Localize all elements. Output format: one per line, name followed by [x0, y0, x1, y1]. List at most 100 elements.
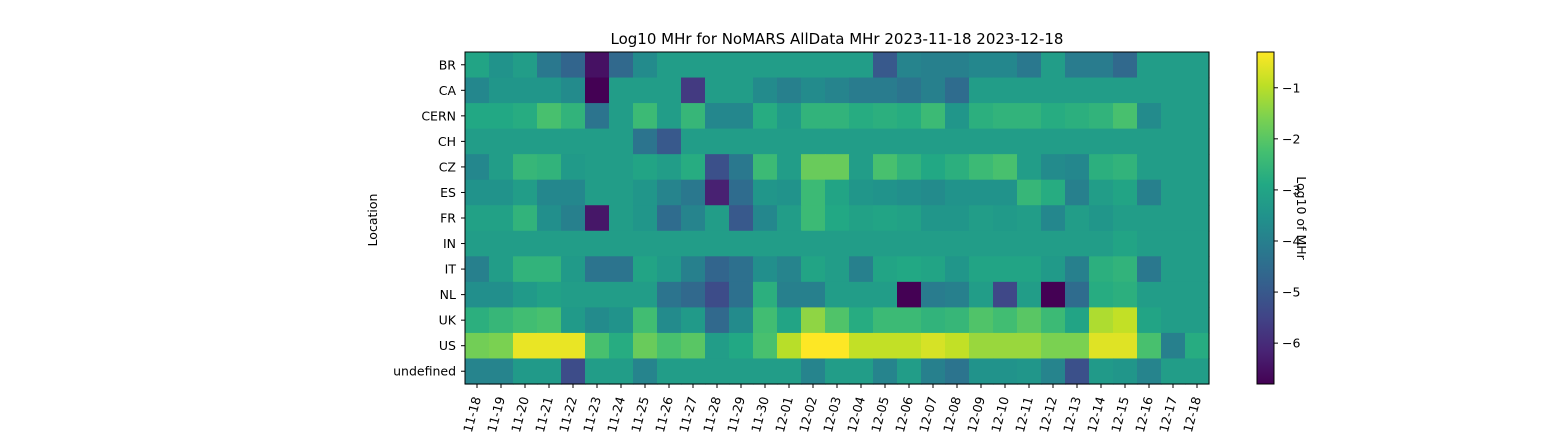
- x-tick-label: 11-28: [700, 395, 724, 433]
- heatmap-cell: [969, 358, 994, 385]
- heatmap-cell: [849, 256, 874, 283]
- heatmap-cell: [537, 256, 562, 283]
- heatmap-cell: [1065, 307, 1090, 334]
- heatmap-cell: [1137, 77, 1162, 104]
- heatmap-cell: [969, 52, 994, 79]
- heatmap-cell: [537, 179, 562, 206]
- x-tick-label: 11-21: [532, 395, 556, 433]
- heatmap-cell: [969, 154, 994, 181]
- heatmap-cell: [633, 179, 658, 206]
- heatmap-cell: [1065, 256, 1090, 283]
- heatmap-cell: [585, 154, 610, 181]
- heatmap-cell: [1185, 307, 1210, 334]
- heatmap-cell: [489, 256, 514, 283]
- heatmap-cell: [465, 179, 490, 206]
- heatmap-cell: [921, 103, 946, 130]
- heatmap-cell: [1185, 154, 1210, 181]
- heatmap-cell: [777, 358, 802, 385]
- heatmap-cell: [1161, 256, 1186, 283]
- heatmap-cell: [1017, 281, 1042, 308]
- y-tick-label: UK: [439, 313, 457, 328]
- heatmap-cell: [849, 358, 874, 385]
- heatmap-cell: [1161, 332, 1186, 360]
- heatmap-cell: [513, 52, 538, 79]
- heatmap-cell: [609, 205, 634, 232]
- heatmap-cell: [1041, 103, 1066, 130]
- heatmap-cell: [1041, 332, 1066, 360]
- heatmap-cell: [537, 103, 562, 130]
- heatmap-cell: [585, 230, 610, 257]
- heatmap-cell: [657, 77, 682, 104]
- heatmap-cell: [609, 256, 634, 283]
- heatmap-cell: [1185, 332, 1210, 360]
- heatmap-cell: [777, 205, 802, 232]
- heatmap-cell: [849, 281, 874, 308]
- heatmap-cell: [1017, 205, 1042, 232]
- heatmap-cell: [897, 103, 922, 130]
- heatmap-cell: [753, 154, 778, 181]
- heatmap-cell: [489, 307, 514, 334]
- heatmap-cell: [1137, 281, 1162, 308]
- heatmap-cell: [1041, 230, 1066, 257]
- heatmap-cell: [705, 128, 730, 155]
- heatmap-cell: [465, 52, 490, 79]
- heatmap-cell: [513, 77, 538, 104]
- x-tick-label: 11-24: [604, 395, 628, 433]
- heatmap-cell: [849, 77, 874, 104]
- heatmap-cell: [1113, 307, 1138, 334]
- heatmap-cell: [825, 103, 850, 130]
- heatmap-cell: [753, 179, 778, 206]
- heatmap-cell: [945, 77, 970, 104]
- heatmap-cell: [993, 256, 1018, 283]
- heatmap-cell: [873, 230, 898, 257]
- heatmap-cell: [969, 179, 994, 206]
- heatmap-cell: [1065, 52, 1090, 79]
- heatmap-cell: [921, 205, 946, 232]
- heatmap-cell: [633, 52, 658, 79]
- heatmap-cell: [1185, 281, 1210, 308]
- heatmap-cell: [1017, 179, 1042, 206]
- heatmap-cell: [513, 179, 538, 206]
- heatmap-cell: [825, 205, 850, 232]
- heatmap-cell: [873, 332, 898, 360]
- heatmap-cell: [849, 154, 874, 181]
- heatmap-cell: [609, 332, 634, 360]
- heatmap-cell: [1041, 154, 1066, 181]
- heatmap-cell: [585, 179, 610, 206]
- heatmap-cell: [729, 358, 754, 385]
- heatmap-cell: [705, 103, 730, 130]
- heatmap-cell: [1041, 128, 1066, 155]
- heatmap-cell: [681, 205, 706, 232]
- heatmap-cell: [753, 128, 778, 155]
- heatmap-cell: [1137, 230, 1162, 257]
- x-tick-label: 12-14: [1084, 395, 1108, 433]
- x-tick-label: 11-29: [724, 395, 748, 433]
- heatmap-cell: [513, 281, 538, 308]
- heatmap-cell: [897, 281, 922, 308]
- heatmap-cell: [465, 256, 490, 283]
- heatmap-cell: [777, 332, 802, 360]
- heatmap-cell: [801, 358, 826, 385]
- heatmap-cell: [969, 230, 994, 257]
- heatmap-cell: [993, 230, 1018, 257]
- y-tick-label: undefined: [393, 364, 456, 379]
- heatmap-cell: [921, 77, 946, 104]
- heatmap-cell: [657, 332, 682, 360]
- heatmap-cell: [513, 307, 538, 334]
- heatmap-cell: [513, 230, 538, 257]
- heatmap-cell: [537, 230, 562, 257]
- heatmap-cell: [969, 103, 994, 130]
- heatmap-cell: [537, 281, 562, 308]
- heatmap-cell: [1113, 205, 1138, 232]
- heatmap-cell: [705, 281, 730, 308]
- heatmap-cell: [705, 179, 730, 206]
- heatmap-cell: [873, 205, 898, 232]
- heatmap-cell: [1137, 332, 1162, 360]
- heatmap-cell: [465, 103, 490, 130]
- heatmap-cell: [969, 332, 994, 360]
- heatmap-cell: [1185, 358, 1210, 385]
- heatmap-cell: [1161, 52, 1186, 79]
- heatmap-cell: [1041, 256, 1066, 283]
- heatmap-cell: [537, 128, 562, 155]
- y-tick-label: US: [439, 338, 456, 353]
